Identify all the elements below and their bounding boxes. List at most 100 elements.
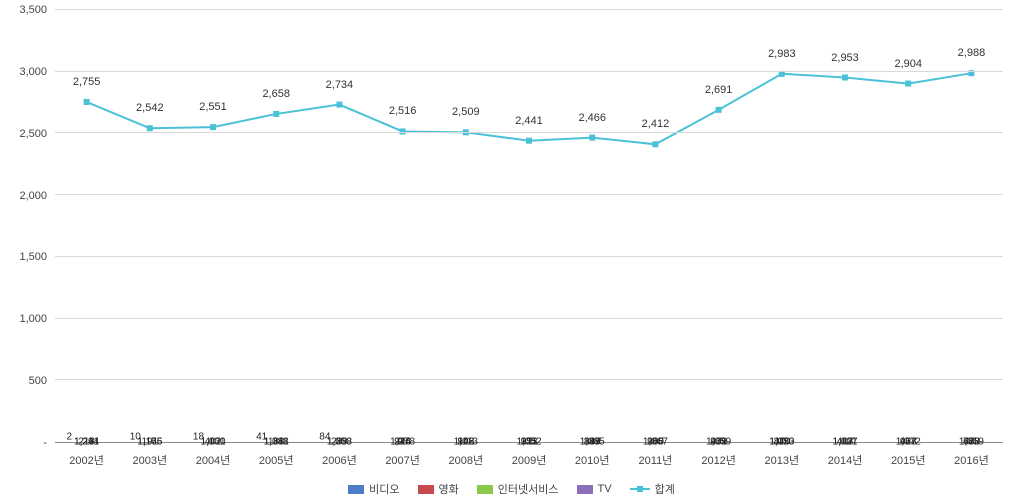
x-axis-labels: 2002년2003년2004년2005년2006년2007년2008년2009년… bbox=[55, 452, 1003, 468]
segment-value-label: 102 bbox=[444, 437, 488, 448]
bar-group: 1,031402181,1002,551 bbox=[181, 10, 244, 442]
bar-group: 1,0853371498952,466 bbox=[561, 10, 624, 442]
bar-group: 7886634781,0592,988 bbox=[940, 10, 1003, 442]
bar-group: 1,0523111239552,441 bbox=[497, 10, 560, 442]
segment-value-label: 218 bbox=[64, 437, 108, 448]
legend-item-internet: 인터넷서비스 bbox=[477, 481, 559, 497]
segment-value-label: 1,107 bbox=[823, 437, 867, 448]
segment-value-label: 1,165 bbox=[128, 437, 172, 448]
segment-value-label: 946 bbox=[444, 437, 488, 448]
segment-value-label: 149 bbox=[570, 437, 614, 448]
segment-value-label: 1,153 bbox=[760, 437, 804, 448]
segment-value-label: 1,067 bbox=[633, 437, 677, 448]
segment-value-label: 98 bbox=[381, 437, 425, 448]
gridline bbox=[55, 256, 1003, 257]
total-label: 2,516 bbox=[371, 105, 434, 117]
y-tick-label: 3,500 bbox=[19, 4, 47, 16]
legend-label: 비디오 bbox=[369, 481, 399, 497]
bar-group: 9284674371,0722,904 bbox=[877, 10, 940, 442]
bar-group: 1,278216989242,516 bbox=[371, 10, 434, 442]
x-tick-label: 2006년 bbox=[308, 452, 371, 468]
segment-value-label: 1,085 bbox=[570, 437, 614, 448]
bar-group: 1,29421821,2412,755 bbox=[55, 10, 118, 442]
segment-value-label: 478 bbox=[949, 437, 993, 448]
segment-value-label: 1,176 bbox=[128, 437, 172, 448]
segment-value-label: 1,003 bbox=[317, 437, 361, 448]
segment-value-label: 1,241 bbox=[64, 437, 108, 448]
segment-value-label: 348 bbox=[444, 437, 488, 448]
x-tick-label: 2016년 bbox=[940, 452, 1003, 468]
x-tick-label: 2005년 bbox=[245, 452, 308, 468]
x-tick-label: 2007년 bbox=[371, 452, 434, 468]
segment-value-label: 1,031 bbox=[191, 437, 235, 448]
segment-value-label: 272 bbox=[697, 437, 741, 448]
gridline bbox=[55, 9, 1003, 10]
segment-value-label: 409 bbox=[697, 437, 741, 448]
segment-value-label: 1,294 bbox=[64, 437, 108, 448]
segment-value-label: 188 bbox=[254, 437, 298, 448]
segment-value-label: 1,072 bbox=[886, 437, 930, 448]
total-label: 2,658 bbox=[245, 88, 308, 100]
legend-item-film: 영화 bbox=[418, 481, 459, 497]
total-label: 2,412 bbox=[624, 118, 687, 130]
legend-swatch bbox=[477, 485, 493, 494]
segment-value-label: 1,278 bbox=[381, 437, 425, 448]
bar-group: 1,388188411,0412,658 bbox=[245, 10, 308, 442]
gridline bbox=[55, 379, 1003, 380]
bar-group: 1,176191101,1652,542 bbox=[118, 10, 181, 442]
total-label: 2,691 bbox=[687, 84, 750, 96]
segment-value-label: 1,052 bbox=[507, 437, 551, 448]
segment-value-label: 285 bbox=[633, 437, 677, 448]
segment-value-label: 1,021 bbox=[823, 437, 867, 448]
segment-value-label: 900 bbox=[633, 437, 677, 448]
segment-value-label: 895 bbox=[570, 437, 614, 448]
gridline bbox=[55, 194, 1003, 195]
segment-value-label: 1,388 bbox=[254, 437, 298, 448]
legend: 비디오 영화 인터넷서비스 TV 합계 bbox=[0, 481, 1023, 497]
gridline bbox=[55, 71, 1003, 72]
x-tick-label: 2013년 bbox=[750, 452, 813, 468]
total-label: 2,542 bbox=[118, 102, 181, 114]
x-tick-label: 2015년 bbox=[877, 452, 940, 468]
legend-label: 영화 bbox=[439, 481, 459, 497]
bar-group: 1,0214174081,1072,953 bbox=[813, 10, 876, 442]
segment-value-label: 340 bbox=[760, 437, 804, 448]
legend-label: TV bbox=[598, 483, 612, 495]
segment-value-label: 1,358 bbox=[317, 437, 361, 448]
segment-value-label: 788 bbox=[949, 437, 993, 448]
x-tick-label: 2003년 bbox=[118, 452, 181, 468]
segment-value-label: 10 bbox=[130, 432, 174, 443]
x-tick-label: 2004년 bbox=[181, 452, 244, 468]
segment-value-label: 408 bbox=[823, 437, 867, 448]
segment-value-label: 160 bbox=[633, 437, 677, 448]
segment-value-label: 41 bbox=[256, 432, 300, 443]
segment-value-label: 928 bbox=[886, 437, 930, 448]
y-tick-label: 2,500 bbox=[19, 128, 47, 140]
total-label: 2,734 bbox=[308, 79, 371, 91]
segment-value-label: 1,059 bbox=[697, 437, 741, 448]
segment-value-label: 84 bbox=[319, 432, 363, 443]
total-label: 2,509 bbox=[434, 106, 497, 118]
segment-value-label: 417 bbox=[823, 437, 867, 448]
bar-group: 1,0672851609002,412 bbox=[624, 10, 687, 442]
y-axis: -5001,0001,5002,0002,5003,0003,500 bbox=[0, 10, 55, 443]
legend-item-video: 비디오 bbox=[348, 481, 399, 497]
chart-container: -5001,0001,5002,0002,5003,0003,500 1,294… bbox=[0, 0, 1023, 503]
legend-label: 합계 bbox=[655, 481, 675, 497]
legend-swatch bbox=[577, 485, 593, 494]
segment-value-label: 1,059 bbox=[949, 437, 993, 448]
y-tick-label: - bbox=[43, 437, 47, 449]
segment-value-label: 951 bbox=[697, 437, 741, 448]
total-label: 2,466 bbox=[561, 112, 624, 124]
y-tick-label: 1,500 bbox=[19, 251, 47, 263]
segment-value-label: 470 bbox=[760, 437, 804, 448]
x-tick-label: 2012년 bbox=[687, 452, 750, 468]
segment-value-label: 123 bbox=[507, 437, 551, 448]
legend-line-swatch bbox=[630, 488, 650, 490]
legend-item-tv: TV bbox=[577, 481, 612, 497]
segment-value-label: 1,113 bbox=[444, 437, 488, 448]
segment-value-label: 289 bbox=[317, 437, 361, 448]
y-tick-label: 1,000 bbox=[19, 313, 47, 325]
bar-group: 1,1133481029462,509 bbox=[434, 10, 497, 442]
total-label: 2,904 bbox=[877, 58, 940, 70]
